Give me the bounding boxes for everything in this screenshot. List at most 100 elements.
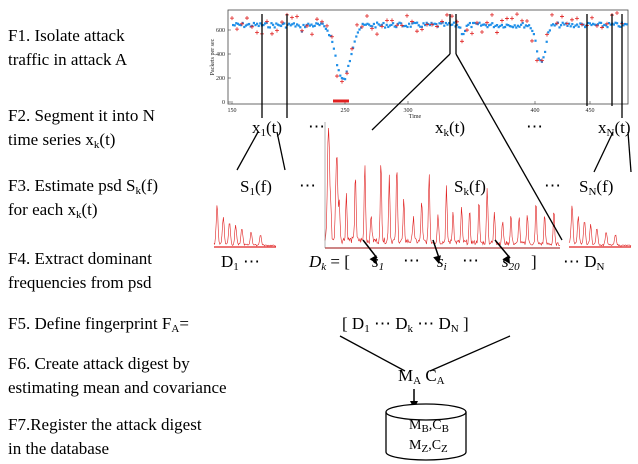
traffic-outlier-mark <box>555 21 559 26</box>
traffic-sample-point <box>603 23 606 26</box>
traffic-sample-point <box>336 64 339 67</box>
traffic-sample-point <box>542 56 545 59</box>
step-f2-line2: time series xk(t) <box>8 130 116 151</box>
series-label-xn: xN(t) <box>598 118 631 139</box>
traffic-sample-point <box>275 22 278 25</box>
traffic-sample-point <box>561 21 564 24</box>
traffic-sample-point <box>625 23 628 26</box>
traffic-sample-point <box>555 23 558 26</box>
connector-line <box>455 53 563 241</box>
series-dots-right: ⋯ <box>526 117 543 136</box>
connector-line <box>429 335 511 372</box>
step-f1-line2: traffic in attack A <box>8 50 128 69</box>
traffic-sample-point <box>368 23 371 26</box>
traffic-sample-point <box>236 22 239 25</box>
traffic-outlier-mark <box>505 16 509 21</box>
traffic-sample-point <box>342 77 345 80</box>
traffic-sample-point <box>464 29 467 33</box>
traffic-sample-point <box>574 24 577 27</box>
database-cylinder <box>385 403 467 461</box>
traffic-sample-point <box>596 23 599 26</box>
traffic-sample-point <box>492 25 495 29</box>
step-f7-line1: F7.Register the attack digest <box>8 415 202 434</box>
psd-label-sk: Sk(f) <box>454 177 486 198</box>
traffic-sample-point <box>353 40 356 43</box>
traffic-sample-point <box>313 24 316 27</box>
traffic-sample-point <box>460 32 463 36</box>
psd-dots-right: ⋯ <box>544 176 561 195</box>
traffic-outlier-mark <box>510 16 514 21</box>
traffic-sample-point <box>475 22 478 25</box>
step-f6-line1: F6. Create attack digest by <box>8 354 190 373</box>
traffic-sample-point <box>497 26 500 29</box>
traffic-sample-point <box>292 22 295 25</box>
traffic-outlier-mark <box>345 71 349 76</box>
traffic-sample-point <box>515 26 518 29</box>
traffic-sample-point <box>334 54 337 57</box>
traffic-sample-point <box>504 25 507 29</box>
traffic-outlier-mark <box>525 18 529 23</box>
traffic-sample-point <box>393 25 396 28</box>
traffic-outlier-mark <box>480 30 484 35</box>
traffic-sample-point <box>584 25 587 29</box>
traffic-outlier-mark <box>570 17 574 22</box>
traffic-outlier-mark <box>250 24 254 29</box>
traffic-sample-point <box>355 35 358 38</box>
traffic-sample-point <box>328 34 331 37</box>
series-dots-left: ⋯ <box>308 117 325 136</box>
traffic-sample-point <box>547 31 550 34</box>
traffic-sample-point <box>480 24 483 27</box>
traffic-outlier-mark <box>540 58 544 63</box>
traffic-sample-point <box>593 23 596 26</box>
traffic-sample-point <box>568 22 571 25</box>
psd-plot-sk <box>324 122 561 249</box>
fingerprint-vector: [ D1 ⋯ Dk ⋯ DN ] <box>342 314 469 335</box>
traffic-sample-point <box>553 24 556 27</box>
traffic-outlier-mark <box>420 27 424 32</box>
psd-center-trace <box>324 127 561 247</box>
traffic-outlier-mark <box>385 18 389 23</box>
traffic-sample-point <box>280 24 283 28</box>
traffic-sample-point <box>537 57 540 60</box>
psd-left-trace <box>213 205 276 247</box>
traffic-outlier-mark <box>545 32 549 37</box>
traffic-sample-point <box>523 26 526 29</box>
traffic-sample-point <box>592 22 595 25</box>
arrow-head <box>433 255 441 264</box>
traffic-sample-point <box>283 22 286 25</box>
traffic-sample-point <box>440 22 443 25</box>
traffic-sample-point <box>579 22 582 25</box>
traffic-sample-point <box>347 64 350 68</box>
traffic-sample-point <box>491 22 494 25</box>
traffic-sample-point <box>304 26 307 29</box>
traffic-sample-point <box>468 21 471 25</box>
dominant-dn: ⋯ DN <box>563 252 605 273</box>
traffic-sample-point <box>361 22 364 26</box>
traffic-outlier-mark <box>485 20 489 25</box>
traffic-outlier-mark <box>560 14 564 19</box>
traffic-sample-point <box>526 24 529 28</box>
traffic-sample-point <box>534 39 537 42</box>
traffic-sample-point <box>284 26 287 29</box>
traffic-sample-point <box>318 23 321 27</box>
traffic-sample-point <box>489 23 492 26</box>
traffic-sample-point <box>356 31 359 34</box>
traffic-sample-point <box>324 27 327 30</box>
traffic-sample-point <box>409 25 412 28</box>
traffic-sample-point <box>563 23 566 26</box>
dominant-si: si <box>437 252 447 273</box>
traffic-outlier-mark <box>370 26 374 31</box>
traffic-sample-point <box>472 21 475 25</box>
traffic-sample-point <box>358 28 361 31</box>
traffic-sample-point <box>288 22 291 25</box>
traffic-outlier-mark <box>290 15 294 20</box>
traffic-outlier-mark <box>605 21 609 26</box>
traffic-sample-point <box>398 21 401 24</box>
traffic-outlier-mark <box>265 19 269 24</box>
traffic-sample-point <box>444 21 447 25</box>
step-f3-line1: F3. Estimate psd Sk(f) <box>8 176 158 197</box>
traffic-sample-point <box>529 27 532 30</box>
traffic-outlier-mark <box>350 46 354 51</box>
traffic-sample-point <box>577 25 580 28</box>
traffic-sample-point <box>401 25 404 28</box>
